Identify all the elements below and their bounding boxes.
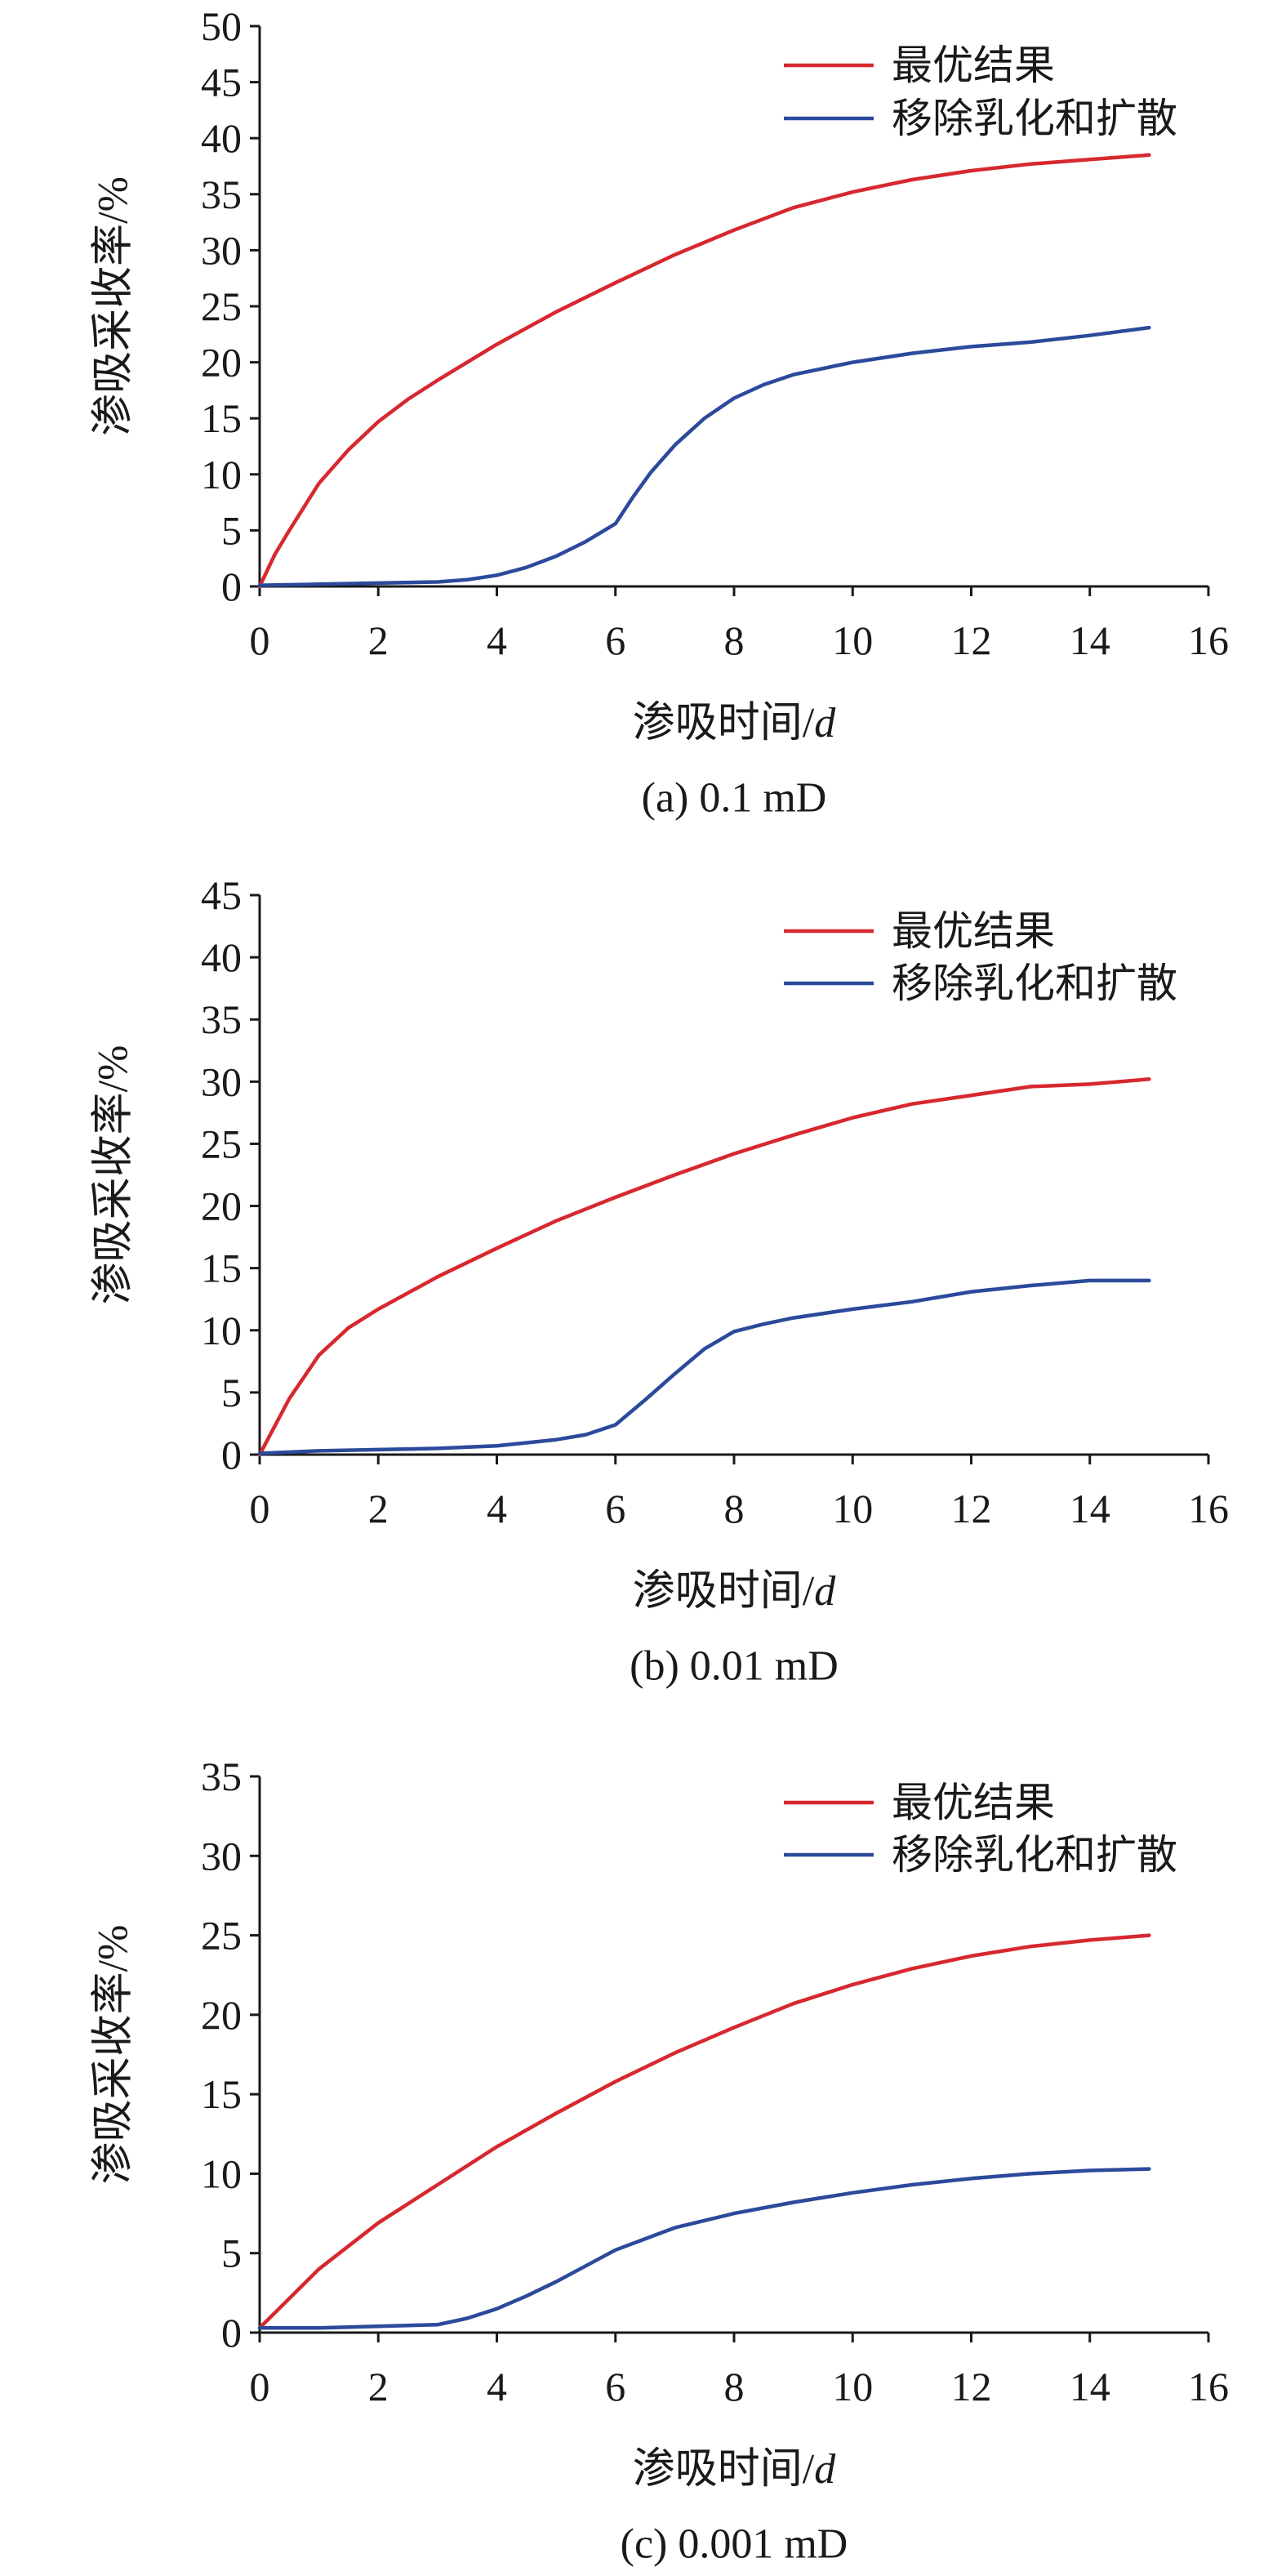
x-axis-label-unit: d: [814, 700, 836, 747]
y-tick-label: 20: [201, 340, 242, 386]
chart-caption: (a) 0.1 mD: [642, 775, 827, 822]
y-axis-label: 渗吸采收率/%: [91, 176, 137, 436]
x-axis-label-text: 渗吸时间/: [633, 700, 815, 747]
x-tick-label: 0: [250, 2364, 270, 2409]
y-tick-label: 20: [201, 1992, 242, 2038]
x-tick-label: 6: [605, 1486, 625, 1531]
y-tick-label: 5: [221, 2231, 242, 2276]
x-tick-label: 14: [1070, 1486, 1110, 1531]
y-axis-label: 渗吸采收率/%: [91, 1925, 137, 2185]
y-tick-label: 20: [201, 1183, 242, 1229]
y-tick-label: 0: [221, 1432, 242, 1477]
y-tick-label: 25: [201, 1913, 242, 1959]
legend-label: 移除乳化和扩散: [892, 960, 1177, 1006]
x-tick-label: 8: [724, 2364, 745, 2409]
y-tick-label: 10: [201, 2150, 242, 2196]
y-tick-label: 5: [221, 1370, 242, 1415]
x-tick-label: 4: [487, 617, 507, 663]
x-tick-label: 6: [605, 617, 625, 663]
series-line-optimal: [257, 1933, 1151, 2330]
y-tick-label: 40: [201, 934, 242, 980]
series-line-no-emulsification-diffusion: [257, 325, 1151, 587]
x-tick-label: 12: [951, 1486, 992, 1531]
y-tick-label: 0: [221, 564, 242, 609]
x-tick-label: 2: [368, 2364, 389, 2409]
x-tick-label: 4: [487, 2364, 507, 2409]
x-tick-label: 0: [250, 617, 270, 663]
chart-panel-c: 0 5 10 15 20 25 30 35 0 2 4 6 8 10 12 14 16 渗吸采收率/% 渗吸时间/d…: [91, 1754, 1230, 2568]
legend-label: 移除乳化和扩散: [892, 1832, 1177, 1878]
x-tick-label: 4: [487, 1486, 507, 1531]
y-tick-label: 30: [201, 1833, 242, 1879]
x-axis-label-unit: d: [814, 1568, 836, 1615]
x-tick-label: 6: [605, 2364, 625, 2409]
chart-panel-b: 0 5 10 15 20 25 30 35 40 45 0 2 4 6 8 10 12 14 16 渗吸采收率/% 渗吸…: [91, 872, 1230, 1690]
y-tick-label: 45: [201, 872, 242, 918]
y-tick-label: 25: [201, 283, 242, 329]
y-tick-label: 30: [201, 227, 242, 273]
series-line-no-emulsification-diffusion: [257, 1278, 1151, 1455]
x-tick-label: 10: [832, 2364, 873, 2409]
x-tick-label: 10: [832, 1486, 873, 1531]
x-axis-label-text: 渗吸时间/: [633, 1568, 815, 1615]
y-tick-label: 0: [221, 2310, 242, 2355]
x-tick-label: 14: [1070, 2364, 1110, 2409]
y-tick-label: 40: [201, 115, 242, 161]
legend-label: 最优结果: [892, 1780, 1055, 1825]
y-tick-label: 25: [201, 1121, 242, 1166]
x-axis-label-unit: d: [814, 2446, 836, 2493]
x-tick-label: 14: [1070, 617, 1110, 663]
x-tick-label: 16: [1188, 2364, 1229, 2409]
series-line-optimal: [257, 1077, 1151, 1457]
y-tick-label: 5: [221, 507, 242, 553]
legend-label: 最优结果: [892, 42, 1055, 88]
y-tick-label: 35: [201, 1754, 242, 1799]
x-tick-label: 2: [368, 617, 389, 663]
y-tick-label: 10: [201, 1308, 242, 1353]
y-tick-label: 50: [201, 3, 242, 49]
x-tick-label: 12: [951, 617, 992, 663]
chart-panel-a: 0 5 10 15 20 25 30 35 40 45 50 0 2 4 6 8 10 12 14 16 渗吸采收率/%…: [91, 3, 1230, 822]
y-tick-label: 45: [201, 60, 242, 105]
y-tick-label: 35: [201, 172, 242, 217]
x-tick-label: 2: [368, 1486, 389, 1531]
y-tick-label: 15: [201, 2071, 242, 2117]
series-line-optimal: [257, 153, 1151, 589]
chart-caption: (b) 0.01 mD: [630, 1643, 839, 1690]
y-tick-label: 10: [201, 452, 242, 497]
x-axis-label: 渗吸时间/d: [633, 1568, 836, 1615]
x-tick-label: 8: [724, 617, 745, 663]
x-axis-label: 渗吸时间/d: [633, 2446, 836, 2493]
y-tick-label: 15: [201, 1246, 242, 1291]
legend-label: 最优结果: [892, 908, 1055, 954]
x-axis-label: 渗吸时间/d: [633, 700, 836, 747]
y-tick-label: 35: [201, 996, 242, 1042]
y-tick-label: 30: [201, 1058, 242, 1104]
x-tick-label: 16: [1188, 1486, 1229, 1531]
x-tick-label: 16: [1188, 617, 1229, 663]
x-tick-label: 8: [724, 1486, 745, 1531]
x-axis-label-text: 渗吸时间/: [633, 2446, 815, 2493]
x-tick-label: 12: [951, 2364, 992, 2409]
y-axis-label: 渗吸采收率/%: [91, 1045, 137, 1305]
x-tick-label: 0: [250, 1486, 270, 1531]
x-tick-label: 10: [832, 617, 873, 663]
chart-caption: (c) 0.001 mD: [621, 2521, 848, 2568]
legend-label: 移除乳化和扩散: [892, 96, 1177, 141]
series-line-no-emulsification-diffusion: [257, 2167, 1151, 2330]
y-tick-label: 15: [201, 395, 242, 441]
